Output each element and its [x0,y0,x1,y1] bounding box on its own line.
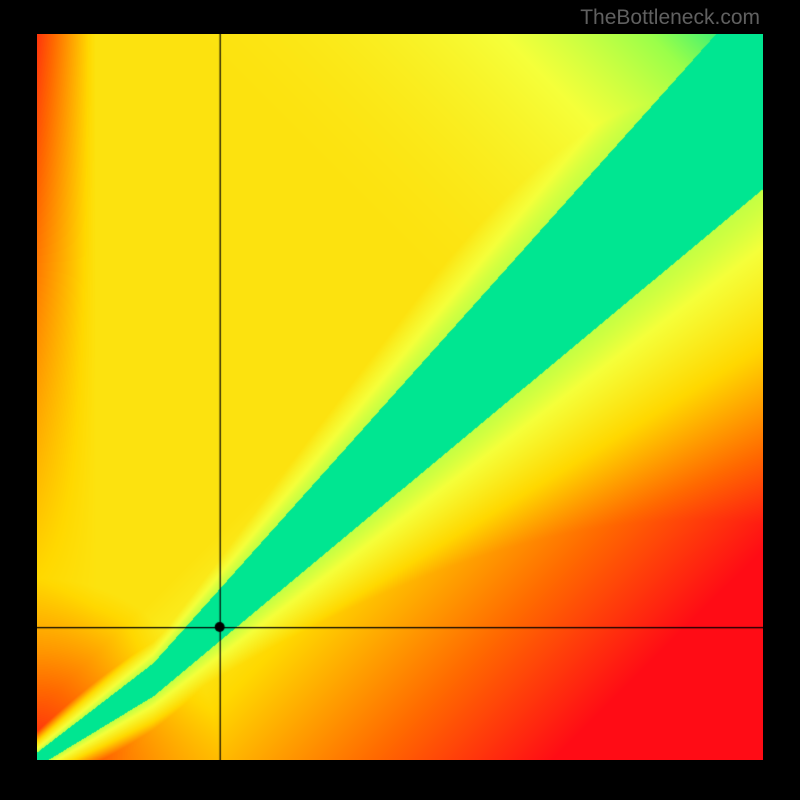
watermark-text: TheBottleneck.com [580,6,760,30]
heatmap-canvas [37,34,763,760]
heatmap-plot [37,34,763,760]
